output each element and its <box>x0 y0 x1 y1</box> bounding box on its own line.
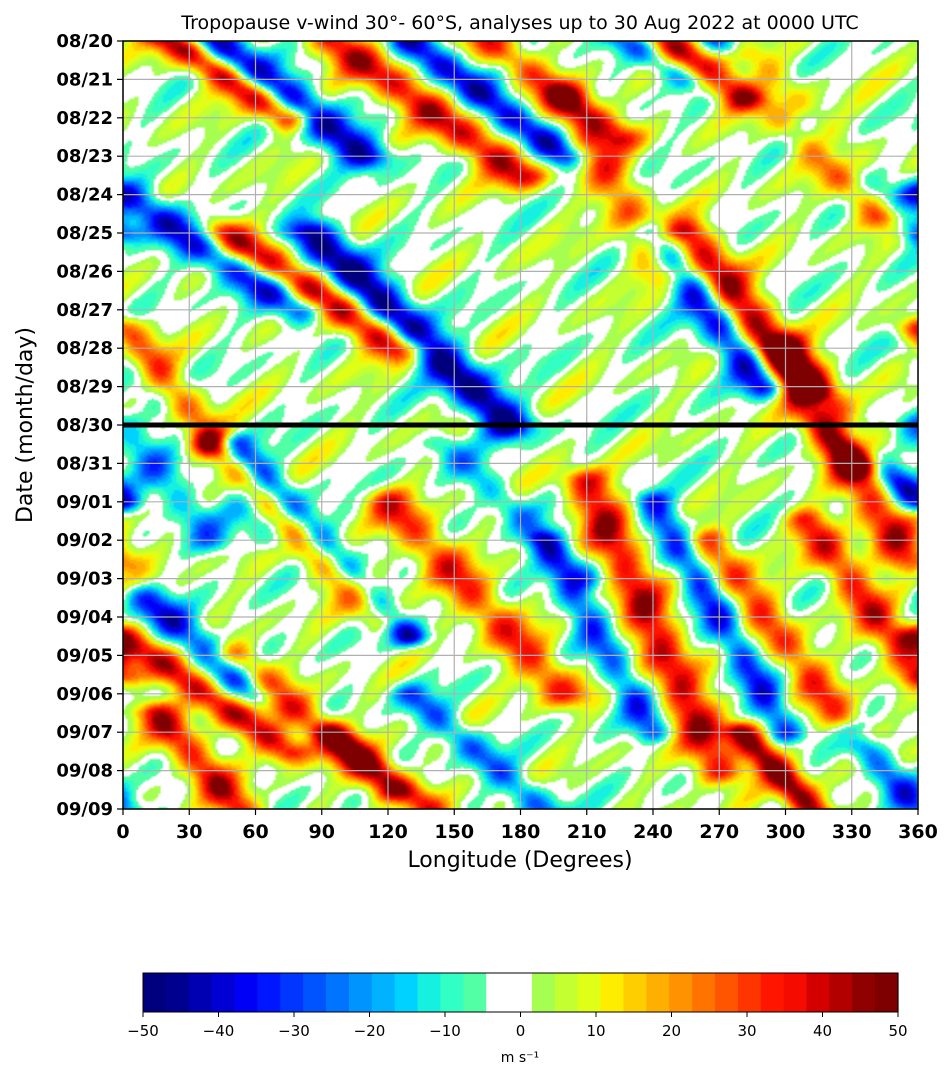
colorbar-cell <box>188 973 213 1012</box>
colorbar-tick-label: 40 <box>813 1022 832 1040</box>
y-tick-label: 09/07 <box>56 722 113 743</box>
colorbar-cell <box>211 973 236 1012</box>
y-tick-label: 09/02 <box>56 530 113 551</box>
colorbar-cell <box>165 973 190 1012</box>
x-tick-label: 300 <box>766 821 806 843</box>
y-tick-label: 08/29 <box>56 377 113 398</box>
colorbar-cell <box>737 973 762 1012</box>
y-axis-label: Date (month/day) <box>13 327 38 523</box>
colorbar-unit: m s⁻¹ <box>501 1050 539 1066</box>
colorbar-tick-label: 50 <box>888 1022 907 1040</box>
colorbar-cell <box>509 973 533 1012</box>
y-tick-label: 08/22 <box>56 108 113 129</box>
y-tick-label: 09/09 <box>56 799 113 820</box>
x-tick-label: 270 <box>699 821 739 843</box>
colorbar-tick-label: −50 <box>127 1022 159 1040</box>
colorbar-cell <box>852 973 876 1012</box>
x-tick-label: 120 <box>368 821 408 843</box>
colorbar-cell <box>394 973 419 1012</box>
colorbar-cell <box>554 973 579 1012</box>
y-tick-label: 08/28 <box>56 338 113 359</box>
x-tick-label: 360 <box>898 821 938 843</box>
colorbar-cell <box>417 973 442 1012</box>
colorbar-cell <box>234 973 258 1012</box>
y-tick-label: 08/30 <box>56 415 113 436</box>
x-tick-label: 210 <box>567 821 607 843</box>
colorbar-cell <box>326 973 350 1012</box>
colorbar-cell <box>600 973 625 1012</box>
colorbar-cell <box>646 973 670 1012</box>
colorbar-tick-label: −40 <box>203 1022 235 1040</box>
x-tick-label: 240 <box>633 821 673 843</box>
colorbar-cell <box>760 973 785 1012</box>
colorbar-cells <box>143 973 899 1012</box>
y-tick-label: 08/27 <box>56 300 113 321</box>
colorbar-cell <box>280 973 304 1012</box>
y-tick-label: 09/08 <box>56 761 113 782</box>
colorbar-cell <box>463 973 487 1012</box>
colorbar-cell <box>257 973 281 1012</box>
x-axis-ticks: 0 30 60 90 120 150 180 210 240 270 300 330 360 <box>116 809 938 843</box>
colorbar-cell <box>806 973 830 1012</box>
colorbar-tick-label: 30 <box>737 1022 756 1040</box>
x-tick-label: 180 <box>501 821 541 843</box>
x-tick-label: 90 <box>309 821 335 843</box>
y-tick-label: 08/20 <box>56 31 113 52</box>
x-tick-label: 60 <box>242 821 268 843</box>
colorbar-tick-label: −30 <box>278 1022 310 1040</box>
y-tick-label: 08/24 <box>56 185 113 206</box>
colorbar-cell <box>348 973 373 1012</box>
colorbar-tick-label: 20 <box>662 1022 681 1040</box>
chart-title: Tropopause v-wind 30°- 60°S, analyses up… <box>180 12 858 34</box>
y-tick-label: 08/31 <box>56 453 113 474</box>
colorbar-tick-label: −20 <box>354 1022 386 1040</box>
colorbar-cell <box>371 973 396 1012</box>
colorbar-cell <box>531 973 556 1012</box>
colorbar-ticks: −50 −40 −30 −20 −10 0 10 20 30 40 50 <box>127 1012 908 1040</box>
x-tick-label: 0 <box>116 821 129 843</box>
colorbar: −50 −40 −30 −20 −10 0 10 20 30 40 50 m s⁻¹ <box>127 972 908 1066</box>
y-tick-label: 08/26 <box>56 261 113 282</box>
y-axis-ticks: 08/20 08/21 08/22 08/23 08/24 08/25 08/26 08/27… <box>56 31 123 820</box>
x-tick-label: 330 <box>832 821 872 843</box>
colorbar-cell <box>783 973 808 1012</box>
colorbar-cell <box>669 973 693 1012</box>
y-tick-label: 09/01 <box>56 492 113 513</box>
colorbar-cell <box>714 973 739 1012</box>
colorbar-tick-label: 0 <box>516 1022 526 1040</box>
y-tick-label: 09/03 <box>56 569 113 590</box>
colorbar-tick-label: −10 <box>429 1022 461 1040</box>
colorbar-cell <box>440 973 464 1012</box>
y-tick-label: 08/23 <box>56 146 113 167</box>
colorbar-cell <box>623 973 647 1012</box>
x-tick-label: 150 <box>434 821 474 843</box>
colorbar-cell <box>875 973 899 1012</box>
x-tick-label: 30 <box>176 821 202 843</box>
y-tick-label: 08/25 <box>56 223 113 244</box>
colorbar-cell <box>143 973 167 1012</box>
colorbar-tick-label: 10 <box>586 1022 605 1040</box>
colorbar-cell <box>486 973 510 1012</box>
colorbar-cell <box>303 973 327 1012</box>
plot-area <box>122 40 919 810</box>
y-tick-label: 09/05 <box>56 645 113 666</box>
colorbar-cell <box>577 973 602 1012</box>
colorbar-cell <box>692 973 716 1012</box>
y-tick-label: 09/06 <box>56 684 113 705</box>
x-axis-label: Longitude (Degrees) <box>407 848 632 873</box>
colorbar-cell <box>829 973 853 1012</box>
y-tick-label: 08/21 <box>56 69 113 90</box>
y-tick-label: 09/04 <box>56 607 113 628</box>
